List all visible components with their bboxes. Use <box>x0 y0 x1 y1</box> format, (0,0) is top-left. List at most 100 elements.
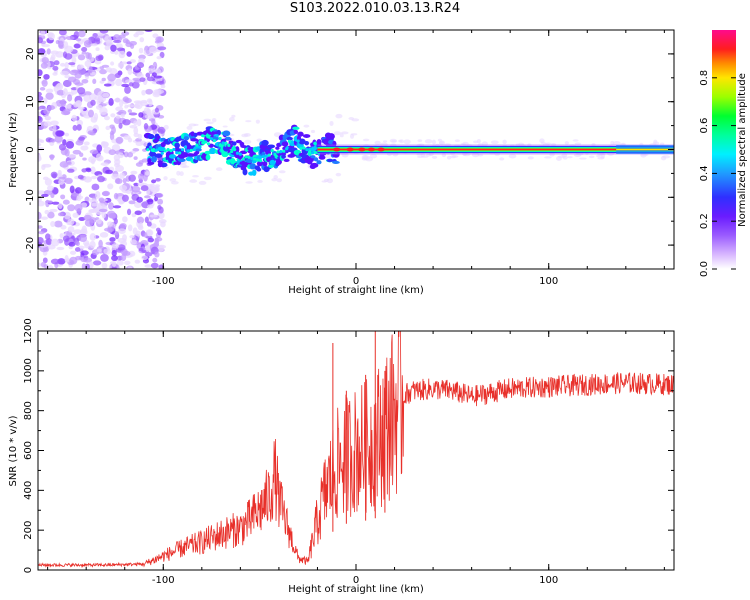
carrier-blob <box>204 150 212 155</box>
haze-blob <box>198 180 207 185</box>
noise-blob <box>41 57 50 64</box>
carrier-core <box>232 148 237 152</box>
carrier-blob <box>269 159 277 166</box>
carrier-blob <box>235 146 240 153</box>
noise-blob <box>129 239 137 245</box>
carrier-blob <box>157 160 163 164</box>
noise-blob <box>144 264 152 268</box>
noise-blob <box>105 125 111 131</box>
carrier-blob <box>297 131 304 137</box>
noise-blob <box>61 110 71 116</box>
noise-blob <box>144 30 153 33</box>
noise-blob <box>160 84 166 89</box>
noise-blob <box>112 205 122 209</box>
haze-blob <box>399 139 404 144</box>
noise-blob <box>138 112 144 118</box>
noise-blob <box>136 62 145 69</box>
noise-blob <box>133 100 143 104</box>
carrier-blob <box>147 133 155 140</box>
carrier-core <box>166 148 170 152</box>
carrier-blob <box>154 153 163 158</box>
noise-blob <box>67 204 76 212</box>
noise-blob <box>62 88 68 96</box>
noise-blob <box>82 157 87 161</box>
noise-blob <box>86 125 94 132</box>
noise-blob <box>57 258 66 265</box>
carrier-core <box>154 148 159 152</box>
noise-blob <box>38 153 41 162</box>
carrier-core <box>305 148 309 152</box>
noise-blob <box>41 193 49 198</box>
noise-blob <box>138 47 144 54</box>
carrier-core <box>230 149 234 154</box>
haze-blob <box>276 178 282 183</box>
snr-x-tick-label: 100 <box>539 575 558 586</box>
noise-blob <box>99 30 109 34</box>
noise-blob <box>76 124 82 131</box>
haze-blob <box>362 138 370 142</box>
noise-blob <box>149 185 156 192</box>
snr-y-tick-label: 800 <box>23 401 34 420</box>
noise-blob <box>74 247 81 252</box>
noise-blob <box>131 81 140 89</box>
noise-blob <box>93 37 101 42</box>
noise-blob <box>144 113 153 120</box>
carrier-blob <box>187 153 195 157</box>
haze-blob <box>278 170 286 174</box>
haze-blob <box>389 138 397 143</box>
noise-blob <box>38 196 42 203</box>
haze-blob <box>324 153 332 159</box>
noise-blob <box>115 136 124 144</box>
noise-blob <box>60 225 67 230</box>
noise-blob <box>138 173 144 181</box>
haze-blob <box>163 176 168 181</box>
snr-y-tick-label: 400 <box>23 481 34 500</box>
carrier-blob <box>222 130 231 137</box>
noise-blob <box>101 210 107 219</box>
band-peak-blob <box>333 147 341 152</box>
snr-series-line <box>38 331 674 569</box>
snr-panel: -100 0 100 0 200 400 600 800 1000 1200 Height of… <box>8 318 675 595</box>
haze-blob <box>192 175 199 178</box>
noise-blob <box>47 211 55 219</box>
noise-blob <box>101 262 108 269</box>
colorbar-gradient <box>712 30 736 269</box>
noise-blob <box>69 185 75 194</box>
noise-blob <box>67 226 75 233</box>
noise-blob <box>49 154 54 161</box>
noise-blob <box>46 185 54 192</box>
haze-blob <box>203 176 212 181</box>
noise-blob <box>127 266 133 269</box>
haze-blob <box>176 170 181 176</box>
carrier-blob <box>252 169 257 176</box>
noise-blob <box>76 197 82 202</box>
haze-blob <box>439 140 444 145</box>
noise-blob <box>74 203 83 212</box>
noise-blob <box>83 176 92 183</box>
noise-blob <box>43 97 48 104</box>
noise-blob <box>130 43 135 49</box>
carrier-blob <box>225 136 231 141</box>
colorbar-tick-label: 0.8 <box>699 70 710 86</box>
noise-blob <box>40 62 48 69</box>
noise-blob <box>112 261 117 268</box>
carrier-core <box>152 147 156 152</box>
haze-blob <box>179 171 184 177</box>
noise-blob <box>145 72 151 78</box>
noise-blob <box>71 56 77 65</box>
carrier-core <box>302 146 306 150</box>
noise-blob <box>126 61 132 65</box>
haze-blob <box>303 124 310 128</box>
haze-blob <box>451 155 459 158</box>
spectrogram-y-tick-label: 10 <box>25 95 36 108</box>
haze-blob <box>477 154 484 157</box>
noise-blob <box>118 228 126 235</box>
noise-blob <box>157 126 166 134</box>
snr-y-label: SNR (10 * v/v) <box>8 415 19 486</box>
noise-blob <box>134 210 143 216</box>
noise-blob <box>119 99 124 108</box>
noise-blob <box>114 72 121 79</box>
noise-blob <box>88 156 97 163</box>
noise-blob <box>43 121 52 127</box>
noise-blob <box>67 218 75 226</box>
